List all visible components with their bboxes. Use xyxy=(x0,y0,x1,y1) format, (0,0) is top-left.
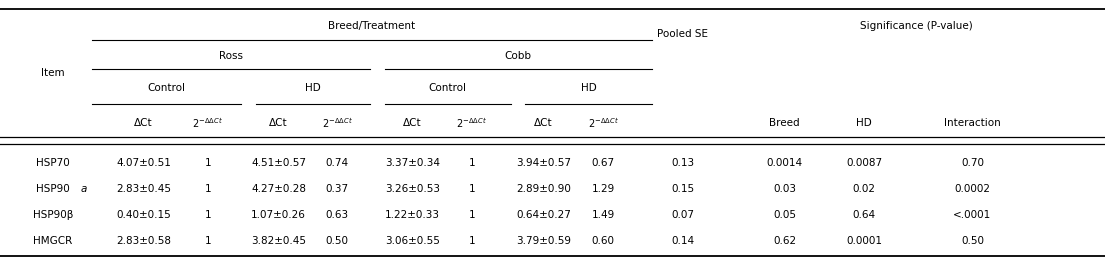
Text: 1: 1 xyxy=(469,236,475,246)
Text: 1: 1 xyxy=(469,184,475,194)
Text: 3.82±0.45: 3.82±0.45 xyxy=(251,236,306,246)
Text: HMGCR: HMGCR xyxy=(33,236,73,246)
Text: Ross: Ross xyxy=(219,51,243,61)
Text: 4.51±0.57: 4.51±0.57 xyxy=(251,158,306,168)
Text: 3.37±0.34: 3.37±0.34 xyxy=(385,158,440,168)
Text: 3.79±0.59: 3.79±0.59 xyxy=(516,236,571,246)
Text: 4.27±0.28: 4.27±0.28 xyxy=(251,184,306,194)
Text: 0.62: 0.62 xyxy=(774,236,796,246)
Text: 2.89±0.90: 2.89±0.90 xyxy=(516,184,571,194)
Text: $2^{-\Delta\Delta Ct}$: $2^{-\Delta\Delta Ct}$ xyxy=(192,116,223,130)
Text: 0.40±0.15: 0.40±0.15 xyxy=(116,210,171,220)
Text: 0.13: 0.13 xyxy=(672,158,694,168)
Text: a: a xyxy=(81,184,87,194)
Text: ΔCt: ΔCt xyxy=(535,118,552,128)
Text: 0.64: 0.64 xyxy=(853,210,875,220)
Text: 2.83±0.58: 2.83±0.58 xyxy=(116,236,171,246)
Text: <.0001: <.0001 xyxy=(954,210,991,220)
Text: HSP90: HSP90 xyxy=(36,184,70,194)
Text: 1: 1 xyxy=(204,184,211,194)
Text: 1: 1 xyxy=(204,210,211,220)
Text: 1: 1 xyxy=(469,210,475,220)
Text: ΔCt: ΔCt xyxy=(403,118,421,128)
Text: 0.0087: 0.0087 xyxy=(846,158,882,168)
Text: 1: 1 xyxy=(204,158,211,168)
Text: Item: Item xyxy=(41,68,65,78)
Text: 0.50: 0.50 xyxy=(326,236,348,246)
Text: Pooled SE: Pooled SE xyxy=(657,29,708,39)
Text: 1.49: 1.49 xyxy=(591,210,615,220)
Text: 0.70: 0.70 xyxy=(961,158,983,168)
Text: ΔCt: ΔCt xyxy=(270,118,287,128)
Text: 0.74: 0.74 xyxy=(326,158,348,168)
Text: 0.64±0.27: 0.64±0.27 xyxy=(516,210,571,220)
Text: HD: HD xyxy=(856,118,872,128)
Text: 0.14: 0.14 xyxy=(672,236,694,246)
Text: 3.26±0.53: 3.26±0.53 xyxy=(385,184,440,194)
Text: 0.15: 0.15 xyxy=(672,184,694,194)
Text: HD: HD xyxy=(305,83,322,93)
Text: 0.37: 0.37 xyxy=(326,184,348,194)
Text: 0.03: 0.03 xyxy=(774,184,796,194)
Text: 0.0001: 0.0001 xyxy=(846,236,882,246)
Text: 0.07: 0.07 xyxy=(672,210,694,220)
Text: Interaction: Interaction xyxy=(944,118,1001,128)
Text: 0.0014: 0.0014 xyxy=(767,158,802,168)
Text: Cobb: Cobb xyxy=(505,51,532,61)
Text: HSP90β: HSP90β xyxy=(33,210,73,220)
Text: $2^{-\Delta\Delta Ct}$: $2^{-\Delta\Delta Ct}$ xyxy=(456,116,487,130)
Text: 3.06±0.55: 3.06±0.55 xyxy=(385,236,440,246)
Text: Significance (P-value): Significance (P-value) xyxy=(860,21,972,31)
Text: Control: Control xyxy=(429,83,466,93)
Text: 1.07±0.26: 1.07±0.26 xyxy=(251,210,306,220)
Text: ΔCt: ΔCt xyxy=(135,118,152,128)
Text: 1.22±0.33: 1.22±0.33 xyxy=(385,210,440,220)
Text: 0.63: 0.63 xyxy=(326,210,348,220)
Text: HD: HD xyxy=(580,83,597,93)
Text: 0.50: 0.50 xyxy=(961,236,983,246)
Text: 2.83±0.45: 2.83±0.45 xyxy=(116,184,171,194)
Text: 0.02: 0.02 xyxy=(853,184,875,194)
Text: $2^{-\Delta\Delta Ct}$: $2^{-\Delta\Delta Ct}$ xyxy=(588,116,619,130)
Text: 1.29: 1.29 xyxy=(591,184,615,194)
Text: 0.60: 0.60 xyxy=(592,236,614,246)
Text: HSP70: HSP70 xyxy=(36,158,70,168)
Text: 0.67: 0.67 xyxy=(592,158,614,168)
Text: 0.05: 0.05 xyxy=(774,210,796,220)
Text: 1: 1 xyxy=(204,236,211,246)
Text: 4.07±0.51: 4.07±0.51 xyxy=(116,158,171,168)
Text: Control: Control xyxy=(147,83,186,93)
Text: Breed/Treatment: Breed/Treatment xyxy=(328,21,415,31)
Text: $2^{-\Delta\Delta Ct}$: $2^{-\Delta\Delta Ct}$ xyxy=(322,116,352,130)
Text: 0.0002: 0.0002 xyxy=(955,184,990,194)
Text: 3.94±0.57: 3.94±0.57 xyxy=(516,158,571,168)
Text: Breed: Breed xyxy=(769,118,800,128)
Text: 1: 1 xyxy=(469,158,475,168)
